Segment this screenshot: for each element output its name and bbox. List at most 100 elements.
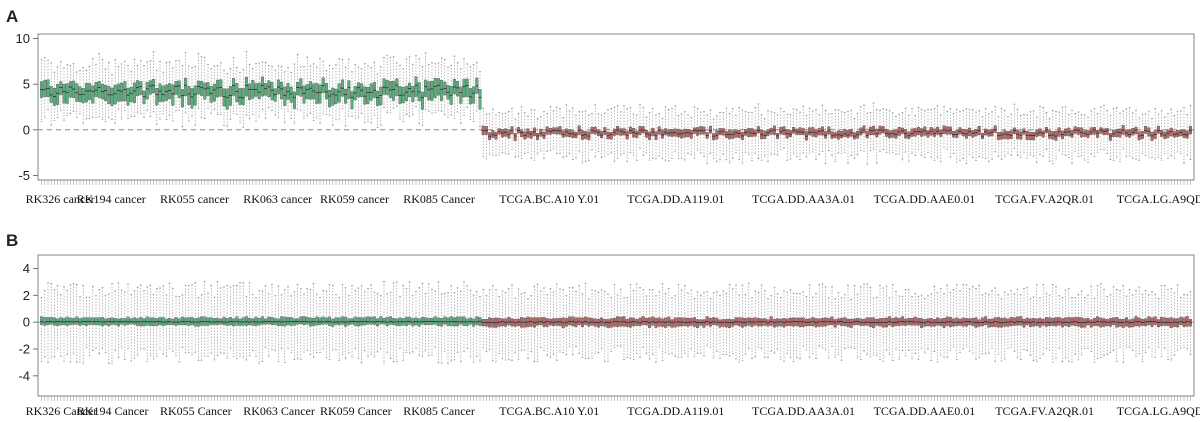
box <box>433 316 437 325</box>
box <box>507 317 511 326</box>
box <box>846 130 850 138</box>
box <box>584 316 588 325</box>
box <box>936 317 940 326</box>
box <box>948 126 952 135</box>
x-category-label: RK085 Cancer <box>403 192 475 206</box>
box <box>286 83 290 100</box>
box <box>363 86 367 105</box>
box <box>280 81 284 100</box>
box <box>1147 127 1151 137</box>
box <box>609 131 613 140</box>
box <box>126 316 130 325</box>
box <box>702 319 706 328</box>
x-category-label: RK055 cancer <box>160 192 229 206</box>
box <box>276 318 280 326</box>
box <box>241 88 245 105</box>
box <box>155 88 159 106</box>
box <box>152 78 156 94</box>
box <box>1150 132 1154 141</box>
y-tick-label: 10 <box>16 31 30 46</box>
box <box>289 86 293 103</box>
box <box>59 81 63 95</box>
box <box>1035 318 1039 326</box>
box <box>1089 127 1093 135</box>
box <box>715 130 719 140</box>
box <box>1188 318 1192 327</box>
box <box>977 319 981 327</box>
box <box>417 318 421 327</box>
box <box>136 80 140 96</box>
box <box>203 82 207 100</box>
box <box>763 130 767 139</box>
box <box>187 86 191 105</box>
box <box>545 318 549 327</box>
box <box>168 83 172 99</box>
box <box>520 129 524 137</box>
box <box>142 90 146 104</box>
box <box>107 317 111 327</box>
box <box>1156 319 1160 328</box>
box <box>724 319 728 328</box>
box <box>772 319 776 328</box>
box <box>900 316 904 326</box>
box <box>568 129 572 138</box>
box <box>382 78 386 95</box>
box <box>635 130 639 138</box>
box <box>696 127 700 136</box>
box <box>430 80 434 101</box>
box <box>1070 130 1074 138</box>
box <box>801 317 805 328</box>
box <box>1099 317 1103 328</box>
box <box>292 91 296 109</box>
box <box>648 131 652 140</box>
box <box>206 82 210 96</box>
box <box>75 316 79 325</box>
box <box>612 317 616 327</box>
box <box>315 83 319 104</box>
box <box>388 316 392 325</box>
box <box>1012 317 1016 326</box>
box <box>536 317 540 326</box>
box <box>1032 132 1036 141</box>
box <box>91 317 95 325</box>
box <box>443 316 447 325</box>
box <box>145 81 149 100</box>
box <box>491 130 495 138</box>
box <box>264 83 268 96</box>
box <box>94 317 98 326</box>
box <box>318 317 322 325</box>
box <box>587 317 591 327</box>
box <box>932 319 936 327</box>
box <box>132 317 136 325</box>
box <box>875 128 879 138</box>
box <box>478 89 482 110</box>
box <box>756 126 760 134</box>
box <box>267 80 271 97</box>
box <box>676 129 680 138</box>
box <box>881 126 885 134</box>
box <box>1009 130 1013 139</box>
box <box>798 317 802 328</box>
box <box>299 316 303 325</box>
box <box>718 319 722 328</box>
box <box>1128 319 1132 328</box>
box <box>1150 317 1154 327</box>
box <box>97 81 101 98</box>
box <box>328 90 332 108</box>
box <box>113 84 117 105</box>
box <box>913 128 917 137</box>
box <box>427 81 431 101</box>
box <box>449 316 453 326</box>
box <box>328 316 332 326</box>
box <box>158 83 162 102</box>
box <box>88 317 92 325</box>
box <box>273 88 277 102</box>
x-category-label: TCGA.DD.A119.01 <box>627 192 724 206</box>
box <box>619 128 623 136</box>
box <box>347 80 351 99</box>
box <box>1067 317 1071 327</box>
box <box>216 317 220 325</box>
